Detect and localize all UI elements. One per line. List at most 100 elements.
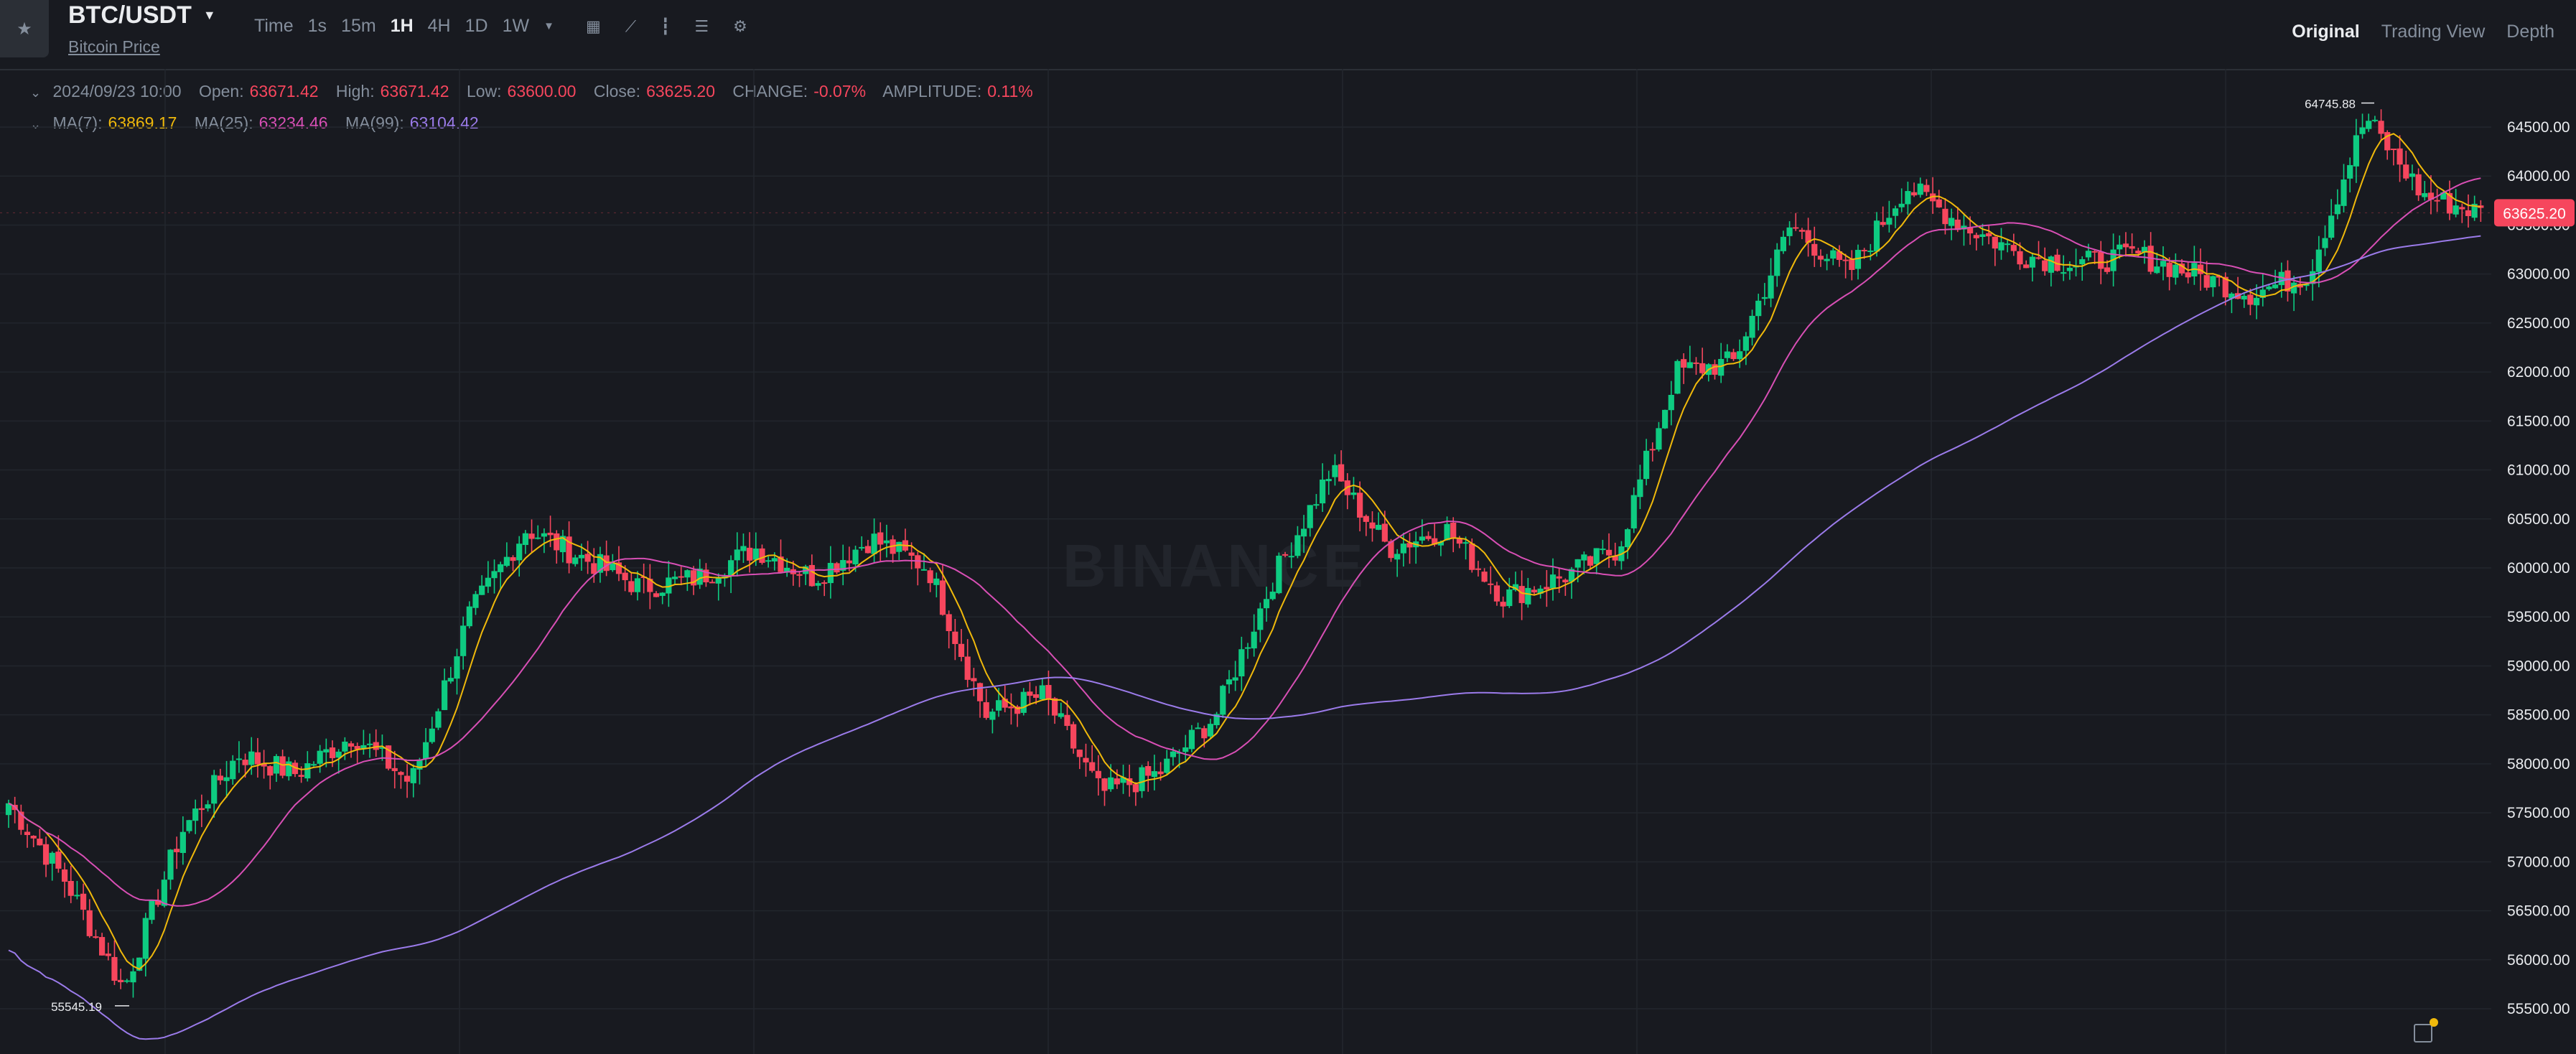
candle-body: [347, 743, 355, 747]
pair-selector[interactable]: BTC/USDT ▼: [68, 1, 216, 29]
candle-body: [2315, 249, 2322, 272]
candle-body: [1338, 464, 1345, 482]
candle-body: [2091, 251, 2098, 253]
candle-body: [1469, 543, 1475, 570]
interval-4h[interactable]: 4H: [427, 16, 451, 36]
candle-body: [2272, 284, 2279, 289]
interval-1w[interactable]: 1W: [502, 16, 530, 36]
candle-body: [628, 581, 635, 592]
candle-body: [2397, 148, 2403, 165]
candle-body: [1544, 587, 1550, 589]
candles-icon[interactable]: ┇: [661, 17, 671, 35]
candle-body: [678, 576, 684, 578]
candle-body: [740, 546, 747, 551]
candle-body: [1145, 765, 1152, 776]
candle-body: [1481, 572, 1488, 582]
candlestick-chart[interactable]: 64500.0064000.0063500.0063000.0062500.00…: [0, 69, 2576, 1054]
candle-body: [279, 756, 286, 776]
candle-body: [2366, 121, 2372, 129]
candle-body: [1294, 535, 1301, 556]
candle-body: [261, 762, 267, 767]
candle-body: [1525, 587, 1531, 605]
candle-body: [273, 756, 280, 774]
candle-body: [1998, 242, 2005, 251]
candle-body: [2154, 266, 2160, 274]
interval-15m[interactable]: 15m: [341, 16, 376, 36]
candle-body: [1581, 554, 1587, 561]
candle-body: [2422, 193, 2428, 197]
candle-date: 2024/09/23 10:00: [52, 82, 182, 101]
line-icon[interactable]: ⟋: [625, 17, 637, 35]
candle-body: [118, 979, 124, 983]
gear-icon[interactable]: ⚙: [733, 17, 747, 35]
candle-body: [964, 656, 971, 680]
candle-body: [298, 775, 304, 777]
candle-body: [1394, 554, 1401, 560]
candle-body: [1600, 549, 1606, 551]
candle-body: [1605, 549, 1613, 556]
chevron-down-icon[interactable]: ⌄: [30, 85, 42, 100]
candle-body: [2017, 251, 2023, 265]
candle-body: [684, 570, 691, 578]
candle-body: [1562, 579, 1569, 583]
candle-body: [1095, 770, 1101, 778]
view-trading-view[interactable]: Trading View: [2381, 22, 2486, 42]
candle-body: [317, 750, 323, 764]
candle-body: [840, 560, 846, 571]
view-original[interactable]: Original: [2292, 22, 2360, 42]
y-tick-label: 61000.00: [2507, 462, 2570, 479]
candle-body: [1506, 589, 1513, 607]
candle-body: [1637, 479, 1643, 498]
candle-body: [105, 953, 111, 956]
candle-body: [310, 764, 317, 766]
candle-body: [1910, 192, 1918, 196]
y-tick-label: 63000.00: [2507, 266, 2570, 283]
candle-body: [535, 537, 541, 539]
candle-body: [915, 555, 921, 569]
interval-1s[interactable]: 1s: [307, 16, 327, 36]
candle-body: [1917, 183, 1923, 195]
candle-body: [1076, 750, 1083, 757]
candle-body: [541, 533, 548, 537]
pair-subtitle-link[interactable]: Bitcoin Price: [68, 37, 160, 56]
candle-body: [1898, 203, 1905, 207]
indicator-icon[interactable]: ☰: [694, 17, 709, 35]
candle-body: [55, 852, 62, 869]
candle-body: [67, 880, 74, 896]
candle-body: [1549, 574, 1557, 589]
candle-body: [952, 631, 958, 644]
candle-body: [2010, 245, 2017, 251]
candle-body: [2291, 282, 2297, 294]
candle-body: [479, 585, 485, 595]
pair-name: BTC/USDT: [68, 1, 192, 29]
candle-body: [1574, 559, 1581, 568]
candle-body: [871, 533, 877, 554]
candle-body: [2440, 192, 2447, 200]
candle-body: [1108, 777, 1114, 790]
candle-body: [1319, 479, 1326, 504]
chart-settings-icon[interactable]: [2414, 1024, 2432, 1043]
last-price-label: 63625.20: [2503, 205, 2566, 222]
candle-body: [223, 777, 230, 781]
chevron-down-icon[interactable]: ⌄: [30, 117, 42, 131]
candle-body: [1905, 191, 1911, 205]
candle-body: [815, 583, 821, 586]
calendar-icon[interactable]: ▦: [585, 17, 601, 35]
candle-body: [1755, 300, 1762, 317]
candle-body: [752, 549, 759, 560]
interval-1h[interactable]: 1H: [390, 16, 414, 36]
candle-body: [696, 568, 703, 585]
candle-body: [958, 643, 965, 657]
candle-body: [2247, 294, 2254, 305]
candle-body: [597, 554, 604, 573]
candle-body: [136, 957, 143, 971]
candle-body: [1867, 251, 1874, 253]
candle-body: [1400, 544, 1406, 554]
candle-body: [808, 564, 815, 587]
caret-down-icon[interactable]: ▼: [543, 20, 554, 32]
interval-1d[interactable]: 1D: [465, 16, 488, 36]
interval-time[interactable]: Time: [254, 16, 294, 36]
view-depth[interactable]: Depth: [2506, 22, 2554, 42]
candle-body: [1556, 576, 1562, 579]
favorite-button[interactable]: ★: [0, 0, 49, 57]
